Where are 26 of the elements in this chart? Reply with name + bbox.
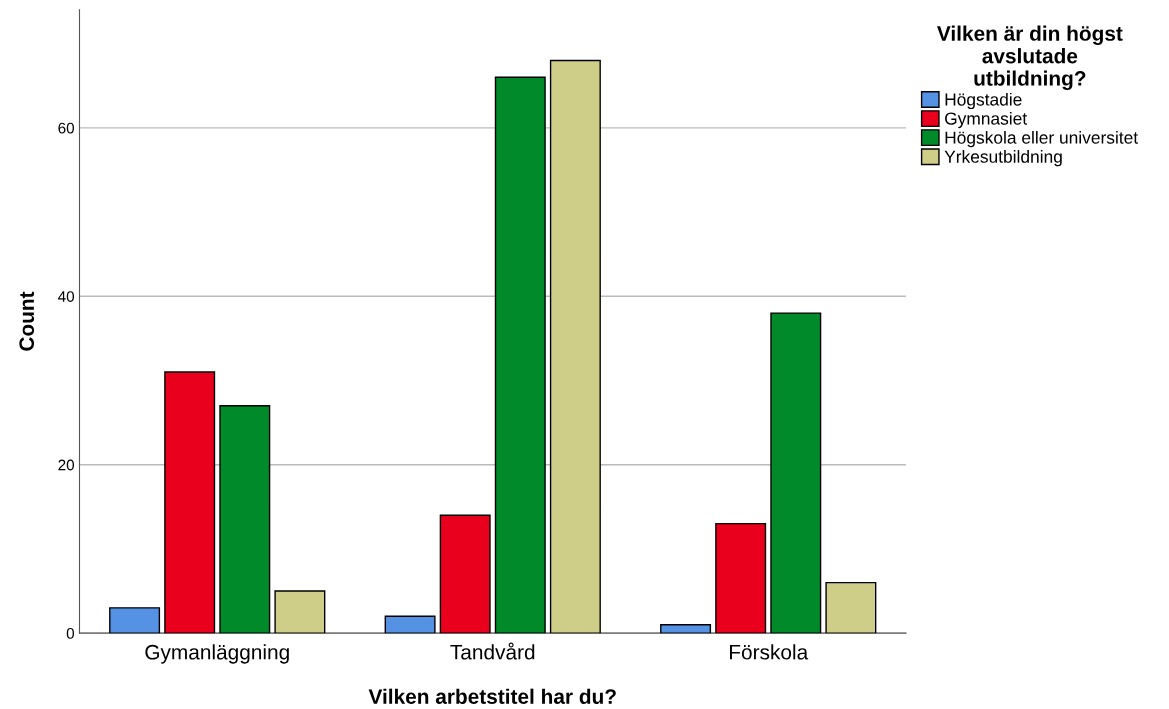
bar bbox=[109, 607, 161, 634]
bar bbox=[164, 371, 216, 634]
x-axis-title: Vilken arbetstitel har du? bbox=[368, 688, 616, 704]
bar bbox=[384, 615, 436, 634]
x-tick-label: Förskola bbox=[730, 644, 809, 660]
y-tick-label: 60 bbox=[58, 122, 75, 134]
bar bbox=[660, 624, 712, 634]
bar bbox=[219, 405, 271, 634]
y-tick-label: 40 bbox=[57, 291, 75, 302]
y-tick-label: 20 bbox=[58, 459, 75, 471]
bar bbox=[274, 590, 326, 634]
legend-label: Yrkesutbildning bbox=[944, 150, 1062, 167]
bar bbox=[494, 76, 546, 634]
bar bbox=[439, 514, 491, 634]
x-tick-label: Gymanläggning bbox=[145, 644, 289, 664]
x-tick-label: Tandvård bbox=[450, 642, 535, 660]
y-axis-title: Count bbox=[19, 291, 35, 351]
bar bbox=[715, 522, 767, 634]
y-tick-label: 0 bbox=[66, 628, 75, 639]
legend-label: Högskola eller universitet bbox=[945, 131, 1138, 148]
legend-label: Gymnasiet bbox=[945, 111, 1028, 129]
bar bbox=[770, 312, 822, 634]
legend-label: Högstadie bbox=[945, 92, 1022, 110]
legend-title: Vilken är din högst avslutade utbildning? bbox=[937, 25, 1123, 91]
bar bbox=[825, 581, 877, 634]
bar bbox=[549, 59, 601, 634]
